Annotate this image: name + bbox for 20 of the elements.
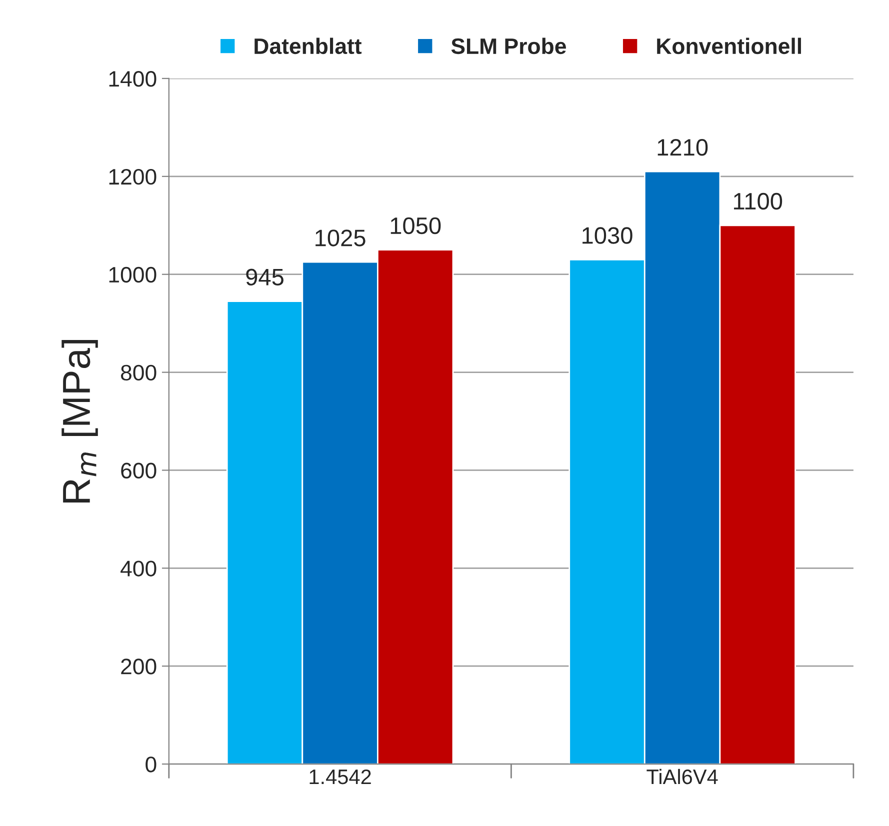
data-label: 1030: [582, 227, 632, 244]
legend-label: Konventionell: [657, 38, 801, 54]
y-tick-label: 1000: [109, 266, 156, 283]
data-label: 1025: [316, 230, 366, 246]
x-tick-label: 1.4542: [310, 769, 371, 784]
legend-label: Datenblatt: [254, 38, 362, 54]
legend-label: SLM Probe: [451, 38, 566, 54]
data-label: 1100: [734, 192, 782, 210]
y-tick-label: 1200: [109, 168, 156, 185]
y-axis-title: R$_{m}$ [MPa]: [62, 340, 98, 502]
y-tick-label: 800: [120, 364, 156, 381]
data-label: 1050: [390, 217, 441, 234]
data-label: 945: [246, 268, 284, 286]
y-tick-label: 0: [146, 756, 156, 772]
x-tick-label: TiAl6V4: [646, 768, 718, 784]
y-tick-label: 600: [121, 462, 156, 478]
y-tick-label: 1400: [109, 71, 156, 87]
y-tick-label: 400: [120, 560, 156, 576]
y-tick-label: 200: [121, 658, 156, 674]
data-label: 1210: [658, 139, 708, 156]
